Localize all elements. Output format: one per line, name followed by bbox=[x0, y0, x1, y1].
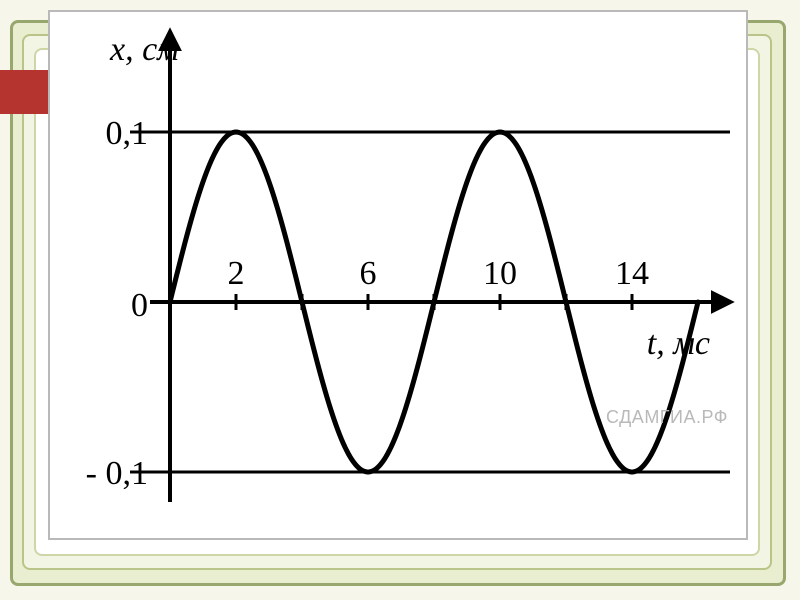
watermark-text: СДАМГИА.РФ bbox=[606, 407, 728, 428]
x-tick-label: 14 bbox=[615, 255, 649, 292]
chart-card: 2 6 10 14 0 0,1 - 0,1 x, см t, мс СДАМГИА.РФ bbox=[48, 10, 748, 540]
y-tick-label-lower: - 0,1 bbox=[86, 455, 148, 492]
y-axis-label: x, см bbox=[109, 31, 179, 68]
x-tick-label: 6 bbox=[360, 255, 377, 292]
accent-bar bbox=[0, 70, 50, 114]
origin-label: 0 bbox=[131, 287, 148, 324]
y-tick-label-upper: 0,1 bbox=[106, 115, 149, 152]
x-axis-label: t, мс bbox=[647, 325, 710, 362]
x-tick-label: 10 bbox=[483, 255, 517, 292]
oscillation-plot: 2 6 10 14 0 0,1 - 0,1 x, см t, мс bbox=[50, 12, 750, 542]
page-root: 2 6 10 14 0 0,1 - 0,1 x, см t, мс СДАМГИА.РФ bbox=[0, 0, 800, 600]
x-tick-label: 2 bbox=[228, 255, 245, 292]
